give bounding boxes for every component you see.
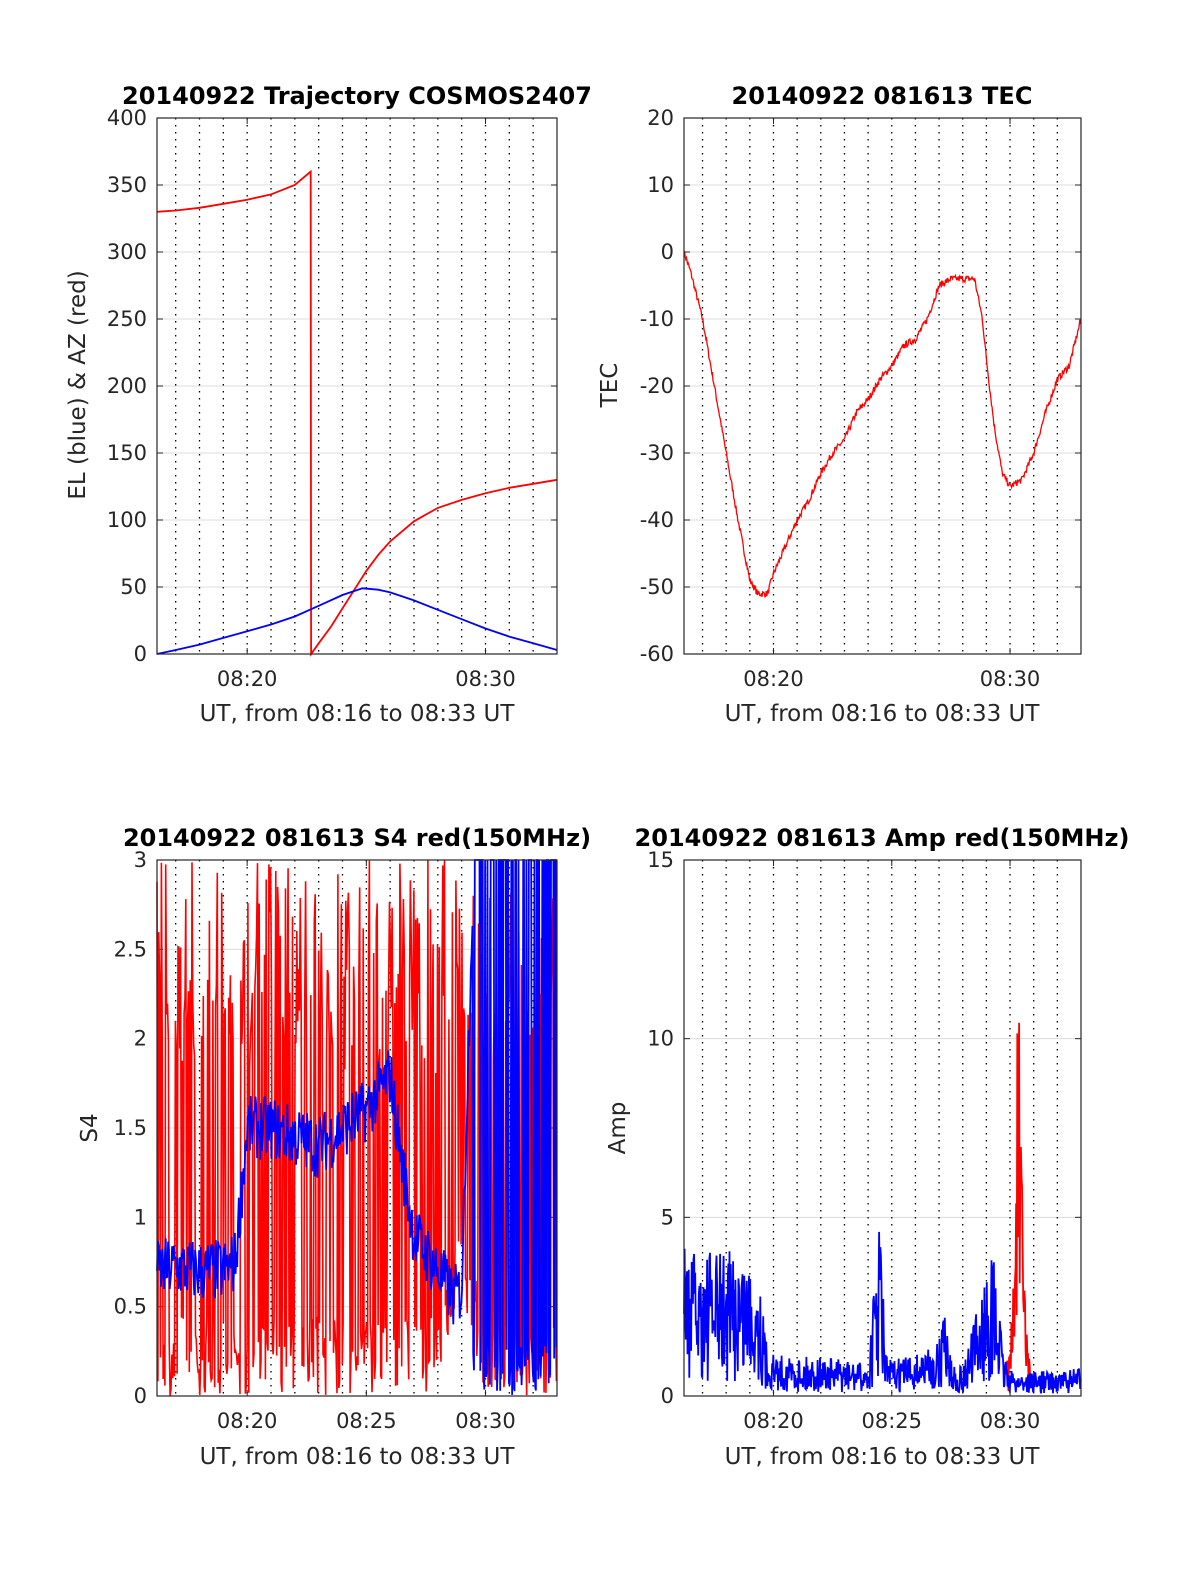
- s4-y-axis-label: S4: [77, 1113, 103, 1142]
- s4-series-1: [156, 859, 558, 1395]
- s4-panel: 20140922 081613 S4 red(150MHz) 0 0.5 1 1.5 2…: [77, 824, 591, 1470]
- tec-x-axis-label: UT, from 08:16 to 08:33 UT: [725, 701, 1041, 727]
- trajectory-panel: 20140922 Trajectory COSMOS2407 0 50 100 150…: [65, 82, 592, 727]
- trajectory-y-axis-label: EL (blue) & AZ (red): [65, 270, 91, 499]
- s4-y-tick-label: 1.5: [114, 1116, 147, 1140]
- tec-y-tick-label: -60: [640, 642, 674, 666]
- tec-y-axis-label: TEC: [597, 363, 623, 409]
- s4-x-tick-label: 08:25: [336, 1409, 397, 1433]
- s4-plot: 0 0.5 1 1.5 2 2.5 3 08:20 08:25 08:30: [114, 848, 558, 1433]
- s4-y-tick-label: 1: [134, 1205, 147, 1229]
- s4-title: 20140922 081613 S4 red(150MHz): [123, 824, 591, 852]
- amp-x-tick-label: 08:20: [743, 1409, 804, 1433]
- trajectory-y-tick-label: 250: [107, 307, 147, 331]
- tec-axes-frame: [683, 117, 1082, 655]
- amp-x-axis-label: UT, from 08:16 to 08:33 UT: [725, 1444, 1041, 1470]
- amp-x-tick-label: 08:25: [861, 1409, 922, 1433]
- tec-x-tick-label: 08:30: [980, 667, 1041, 691]
- tec-y-tick-label: -50: [640, 575, 674, 599]
- amp-title: 20140922 081613 Amp red(150MHz): [635, 824, 1130, 852]
- s4-y-tick-label: 2.5: [114, 937, 147, 961]
- trajectory-y-tick-label: 0: [134, 642, 147, 666]
- trajectory-x-axis-label: UT, from 08:16 to 08:33 UT: [200, 701, 516, 727]
- trajectory-axes-frame: [156, 117, 558, 655]
- trajectory-plot: 0 50 100 150 200 250 300 350 400 08:20 08:30: [107, 106, 558, 691]
- amp-axes-frame: [683, 859, 1082, 1397]
- s4-y-tick-label: 3: [134, 848, 147, 872]
- amp-panel: 20140922 081613 Amp red(150MHz) 0 5 10 15 08…: [605, 824, 1129, 1470]
- tec-y-tick-label: -40: [640, 508, 674, 532]
- trajectory-x-tick-label: 08:20: [217, 667, 278, 691]
- tec-y-tick-label: -10: [640, 307, 674, 331]
- tec-y-tick-label: 20: [647, 106, 674, 130]
- amp-x-tick-label: 08:30: [980, 1409, 1041, 1433]
- trajectory-series-1: [156, 587, 558, 655]
- trajectory-y-tick-label: 100: [107, 508, 147, 532]
- s4-y-tick-label: 0: [134, 1384, 147, 1408]
- amp-y-tick-label: 5: [661, 1205, 674, 1229]
- trajectory-x-tick-label: 08:30: [455, 667, 516, 691]
- s4-axes-frame: [156, 859, 558, 1397]
- trajectory-y-tick-label: 200: [107, 374, 147, 398]
- trajectory-y-tick-label: 350: [107, 173, 147, 197]
- tec-y-tick-label: 0: [661, 240, 674, 264]
- s4-y-tick-label: 0.5: [114, 1295, 147, 1319]
- s4-y-tick-label: 2: [134, 1027, 147, 1051]
- trajectory-series-0: [156, 169, 558, 657]
- amp-y-axis-label: Amp: [605, 1102, 631, 1155]
- tec-plot: -60 -50 -40 -30 -20 -10 0 10 20 08:20 08:30: [640, 106, 1082, 691]
- amp-y-tick-label: 15: [647, 848, 674, 872]
- trajectory-y-tick-label: 400: [107, 106, 147, 130]
- tec-panel: 20140922 081613 TEC -60 -50 -40 -30 -20 -10 0 1…: [597, 82, 1082, 727]
- tec-title: 20140922 081613 TEC: [732, 82, 1033, 110]
- trajectory-y-tick-label: 300: [107, 240, 147, 264]
- tec-y-tick-label: -30: [640, 441, 674, 465]
- trajectory-y-tick-label: 50: [120, 575, 147, 599]
- tec-y-tick-label: -20: [640, 374, 674, 398]
- trajectory-title: 20140922 Trajectory COSMOS2407: [122, 82, 592, 110]
- s4-x-tick-label: 08:20: [217, 1409, 278, 1433]
- tec-series-0: [683, 250, 1082, 599]
- amp-series-1: [683, 1231, 1082, 1394]
- tec-x-tick-label: 08:20: [743, 667, 804, 691]
- s4-x-axis-label: UT, from 08:16 to 08:33 UT: [200, 1444, 516, 1470]
- amp-y-tick-label: 0: [661, 1384, 674, 1408]
- amp-plot: 0 5 10 15 08:20 08:25 08:30: [647, 848, 1082, 1433]
- s4-x-tick-label: 08:30: [455, 1409, 516, 1433]
- tec-y-tick-label: 10: [647, 173, 674, 197]
- trajectory-y-tick-label: 150: [107, 441, 147, 465]
- amp-y-tick-label: 10: [647, 1027, 674, 1051]
